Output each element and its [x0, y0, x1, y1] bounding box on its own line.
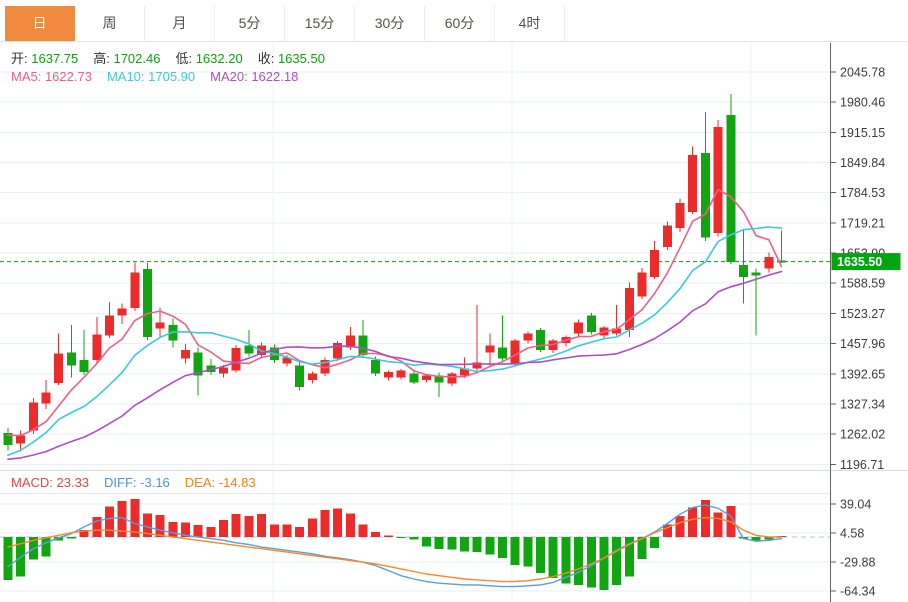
candles-layer[interactable]: [3, 94, 787, 452]
panel-separators: [0, 470, 908, 494]
svg-text:1980.46: 1980.46: [840, 96, 885, 110]
tab-timeframe-2[interactable]: 月: [145, 6, 215, 41]
readout-item: 开: 1637.75: [11, 51, 79, 66]
vertical-gridlines: [272, 43, 752, 602]
svg-text:1588.59: 1588.59: [840, 277, 885, 291]
readout-item: 收: 1635.50: [257, 51, 325, 66]
svg-text:-29.88: -29.88: [840, 556, 875, 570]
svg-text:39.04: 39.04: [840, 498, 871, 512]
price-axis-ticks: 2045.78 1980.46 1915.15 1849.84 1784.53 1719.…: [830, 66, 885, 472]
svg-text:2045.78: 2045.78: [840, 66, 885, 80]
readout-item: MA10: 1705.90: [106, 69, 196, 84]
macd-axis-ticks: 39.04 4.58 -29.88 -64.34: [830, 498, 875, 599]
svg-text:4.58: 4.58: [840, 527, 864, 541]
svg-text:1635.50: 1635.50: [837, 255, 882, 269]
ma20-line: [7, 270, 783, 461]
ma5-line: [7, 188, 783, 437]
tab-timeframe-7[interactable]: 4时: [495, 6, 565, 41]
readout-item: MACD: 23.33: [11, 475, 90, 490]
svg-text:1262.02: 1262.02: [840, 428, 885, 442]
svg-text:1196.71: 1196.71: [840, 458, 884, 472]
svg-text:1392.65: 1392.65: [840, 367, 885, 381]
readout-item: 低: 1632.20: [175, 51, 243, 66]
ma10-line: [7, 226, 783, 457]
readout-item: DEA: -14.83: [184, 475, 256, 490]
readout-item: DIFF: -3.16: [104, 475, 170, 490]
svg-text:1849.84: 1849.84: [840, 156, 885, 170]
readout-item: MA5: 1622.73: [11, 69, 92, 84]
last-price-badge: 1635.50: [831, 253, 901, 271]
tab-timeframe-3[interactable]: 5分: [215, 6, 285, 41]
macd-histogram: [3, 499, 786, 590]
tab-timeframe-1[interactable]: 周: [75, 6, 145, 41]
svg-text:1915.15: 1915.15: [840, 126, 885, 140]
svg-text:1457.96: 1457.96: [840, 337, 885, 351]
readout-item: MA20: 1622.18: [210, 69, 299, 84]
ohlc-readout: 开: 1637.75 高: 1702.46 低: 1632.20 收: 1635.50: [11, 48, 340, 67]
svg-text:1719.21: 1719.21: [840, 216, 885, 230]
macd-dea-line: [7, 516, 783, 583]
tab-timeframe-5[interactable]: 30分: [355, 6, 425, 41]
readout-item: 高: 1702.46: [93, 51, 161, 66]
macd-readout: MACD: 23.33 DIFF: -3.16 DEA: -14.83: [11, 475, 271, 490]
timeframe-tabs: 日周月 5分 15分 30分 60分 4时: [0, 0, 908, 42]
tab-timeframe-0[interactable]: 日: [5, 6, 75, 41]
svg-text:1327.34: 1327.34: [840, 397, 885, 411]
tab-timeframe-6[interactable]: 60分: [425, 6, 495, 41]
tab-timeframe-4[interactable]: 15分: [285, 6, 355, 41]
svg-text:1523.27: 1523.27: [840, 307, 885, 321]
svg-text:-64.34: -64.34: [840, 585, 875, 599]
ma-readout: MA5: 1622.73 MA10: 1705.90 MA20: 1622.18: [11, 69, 313, 84]
svg-text:1784.53: 1784.53: [840, 186, 885, 200]
